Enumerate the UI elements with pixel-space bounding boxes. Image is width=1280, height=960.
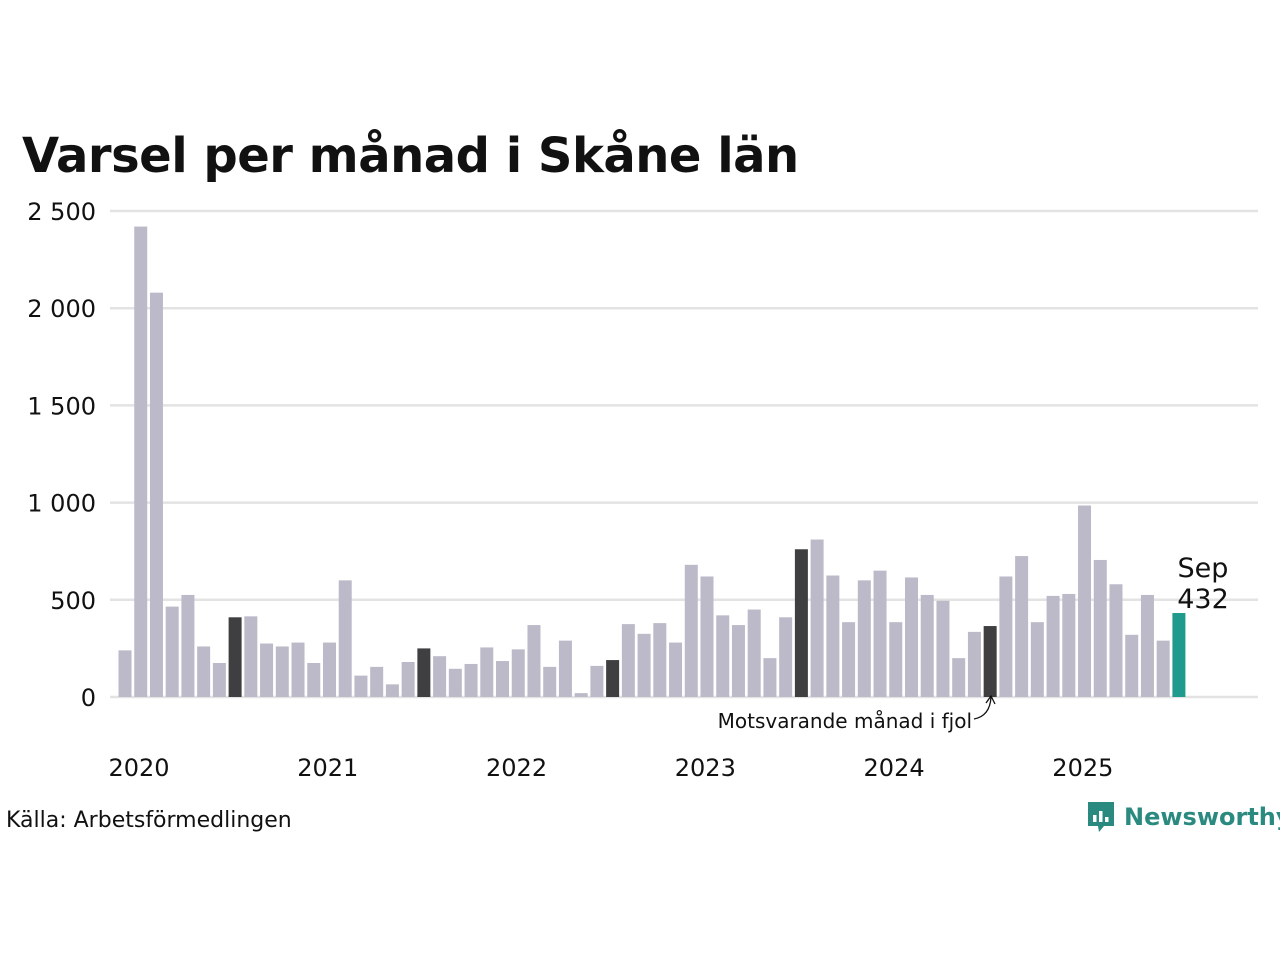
bar-36 xyxy=(684,564,698,697)
bar-14 xyxy=(338,580,352,697)
bar-57 xyxy=(1015,556,1029,697)
callout-value: 432 xyxy=(1177,584,1229,615)
bar-30 xyxy=(590,665,604,697)
bar-9 xyxy=(260,643,274,697)
bar-59 xyxy=(1046,595,1060,697)
source-label: Källa: Arbetsförmedlingen xyxy=(6,808,292,833)
bar-40 xyxy=(747,609,761,697)
bar-60 xyxy=(1062,593,1076,697)
newsworthy-logo-icon xyxy=(1088,802,1114,832)
brand-logo: Newsworthy xyxy=(1086,800,1280,834)
bar-21 xyxy=(448,668,462,697)
annotation-arrowhead xyxy=(985,694,996,705)
x-tick-label: 2025 xyxy=(1052,754,1113,782)
bar-55 xyxy=(983,626,997,697)
bar-1 xyxy=(134,226,148,697)
bar-42 xyxy=(779,617,793,697)
bar-13 xyxy=(322,642,336,697)
bar-54 xyxy=(967,631,981,697)
x-tick-label: 2024 xyxy=(864,754,925,782)
y-tick-label: 500 xyxy=(50,587,96,615)
current-value-callout: Sep 432 xyxy=(1177,553,1229,615)
bar-18 xyxy=(401,662,415,697)
bar-26 xyxy=(527,625,541,697)
y-tick-label: 2 000 xyxy=(27,295,96,323)
bar-58 xyxy=(1030,622,1044,697)
y-tick-label: 2 500 xyxy=(27,198,96,226)
bar-2 xyxy=(149,292,163,697)
bar-19 xyxy=(417,648,431,697)
bar-64 xyxy=(1125,634,1139,697)
bar-47 xyxy=(857,580,871,697)
bar-28 xyxy=(558,640,572,697)
bar-44 xyxy=(810,539,824,697)
brand-name: Newsworthy xyxy=(1124,803,1280,831)
annotation: Motsvarande månad i fjol xyxy=(718,694,996,733)
bar-35 xyxy=(669,642,683,697)
bar-34 xyxy=(653,623,667,697)
bar-27 xyxy=(543,666,557,697)
bar-16 xyxy=(370,666,384,697)
bar-4 xyxy=(181,594,195,697)
bar-62 xyxy=(1093,559,1107,697)
y-axis-ticks: 0 500 1 000 1 500 2 000 2 500 xyxy=(27,198,96,712)
bar-51 xyxy=(920,594,934,697)
bar-45 xyxy=(826,575,840,697)
bar-23 xyxy=(480,647,494,697)
annotation-arrow xyxy=(973,696,992,720)
bar-32 xyxy=(621,624,635,697)
bar-12 xyxy=(307,662,321,697)
bar-41 xyxy=(763,658,777,697)
bar-6 xyxy=(212,662,226,697)
x-axis-ticks: 2020 2021 2022 2023 2024 2025 xyxy=(109,754,1114,782)
bar-20 xyxy=(433,656,447,697)
bars xyxy=(118,226,1186,697)
bar-39 xyxy=(731,625,745,697)
bar-8 xyxy=(244,616,258,697)
bar-31 xyxy=(606,660,620,697)
bar-43 xyxy=(794,549,808,697)
x-tick-label: 2022 xyxy=(486,754,547,782)
y-tick-label: 1 000 xyxy=(27,490,96,518)
annotation-label: Motsvarande månad i fjol xyxy=(718,709,972,733)
bar-17 xyxy=(385,684,399,697)
bar-22 xyxy=(464,663,478,697)
bar-66 xyxy=(1156,640,1170,697)
bar-3 xyxy=(165,606,179,697)
bar-37 xyxy=(700,576,714,697)
callout-month: Sep xyxy=(1178,553,1229,584)
bar-53 xyxy=(952,658,966,697)
x-tick-label: 2023 xyxy=(675,754,736,782)
x-tick-label: 2020 xyxy=(109,754,170,782)
bar-29 xyxy=(574,693,588,697)
bar-38 xyxy=(716,615,730,697)
bar-33 xyxy=(637,633,651,697)
bar-49 xyxy=(889,622,903,697)
bar-10 xyxy=(275,646,289,697)
bar-52 xyxy=(936,600,950,697)
x-tick-label: 2021 xyxy=(297,754,358,782)
bar-63 xyxy=(1109,584,1123,697)
bar-65 xyxy=(1140,594,1154,697)
bar-25 xyxy=(511,649,525,697)
bar-11 xyxy=(291,642,305,697)
bar-15 xyxy=(354,675,368,697)
bar-24 xyxy=(496,661,510,697)
y-tick-label: 1 500 xyxy=(27,392,96,420)
bar-7 xyxy=(228,617,242,697)
bar-50 xyxy=(905,577,918,697)
bar-48 xyxy=(873,570,887,697)
bar-56 xyxy=(999,576,1013,697)
bar-46 xyxy=(842,622,856,697)
bar-5 xyxy=(197,646,211,697)
y-tick-label: 0 xyxy=(81,684,96,712)
chart-title: Varsel per månad i Skåne län xyxy=(22,128,799,184)
bar-67 xyxy=(1172,613,1186,697)
bar-0 xyxy=(118,650,132,697)
bar-61 xyxy=(1078,505,1092,697)
